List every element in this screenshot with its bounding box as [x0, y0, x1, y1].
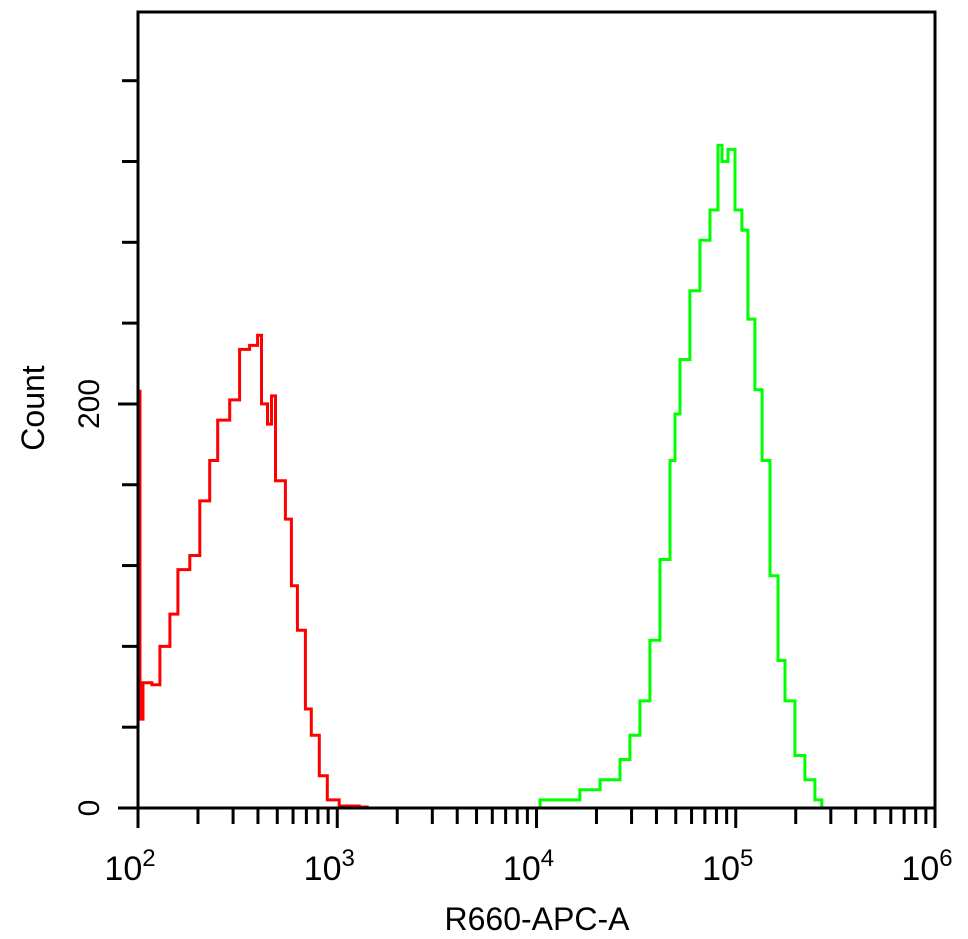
- x-tick-label: 105: [702, 845, 753, 888]
- series-line-stained: [516, 143, 824, 810]
- x-tick-label: 102: [104, 845, 155, 888]
- y-tick-label-200: 200: [73, 379, 106, 429]
- x-tick-label: 106: [901, 845, 952, 888]
- x-axis-label: R660-APC-A: [445, 901, 631, 937]
- x-tick-label: 103: [304, 845, 355, 888]
- plot-frame: [136, 10, 937, 810]
- y-tick-label-0: 0: [73, 800, 106, 817]
- x-tick-label: 104: [503, 845, 554, 888]
- y-axis-label: Count: [15, 365, 51, 451]
- series-line-control: [138, 333, 369, 809]
